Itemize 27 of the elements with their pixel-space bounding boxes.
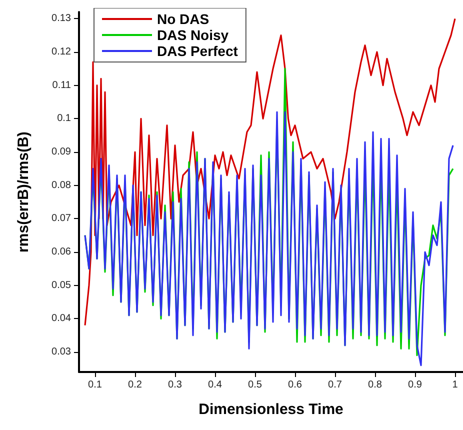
y-tick-label: 0.05: [52, 280, 72, 291]
x-tick-label: 0.4: [208, 380, 222, 390]
y-tick-label: 0.08: [52, 180, 72, 191]
x-tick-label: 0.1: [88, 380, 102, 390]
legend-label: DAS Perfect: [157, 43, 238, 59]
x-tick-label: 0.2: [128, 380, 142, 390]
y-axis-title: rms(errB)/rms(B): [15, 132, 32, 252]
y-tick-label: 0.03: [52, 346, 72, 358]
legend-label: No DAS: [157, 11, 210, 27]
y-tick-label: 0.07: [52, 213, 72, 224]
x-tick-label: 0.6: [288, 380, 302, 390]
x-tick-label: 1: [452, 380, 458, 390]
x-tick-label: 0.5: [248, 380, 262, 390]
y-tick-label: 0.11: [52, 80, 72, 91]
legend-label: DAS Noisy: [157, 27, 229, 43]
y-tick-label: 0.06: [52, 246, 72, 258]
y-tick-label: 0.09: [52, 146, 72, 158]
x-axis-title: Dimensionless Time: [198, 401, 344, 418]
y-tick-label: 0.1: [57, 113, 72, 124]
y-tick-label: 0.04: [52, 313, 72, 324]
x-tick-label: 0.3: [168, 380, 182, 390]
x-tick-label: 0.8: [368, 380, 382, 390]
x-tick-label: 0.7: [328, 380, 342, 390]
y-tick-label: 0.12: [52, 46, 72, 58]
line-series: [84, 111, 454, 366]
x-tick-label: 0.9: [408, 380, 422, 390]
y-tick-label: 0.13: [52, 13, 72, 24]
